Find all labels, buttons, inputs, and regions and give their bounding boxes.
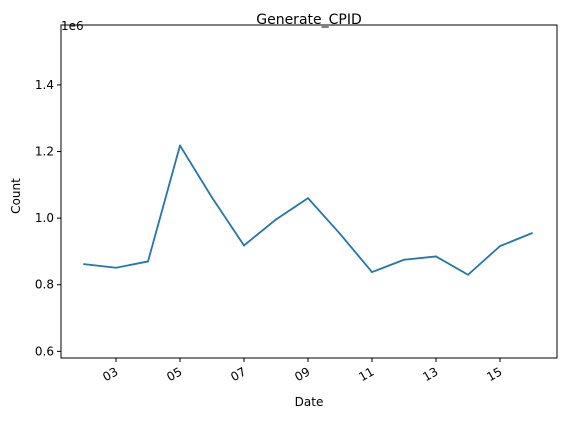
x-tick-label: 11 (356, 364, 376, 384)
data-point (179, 144, 181, 147)
y-tick-label: 0.6 (35, 344, 54, 358)
x-tick-label: 05 (164, 364, 184, 384)
data-point (531, 232, 533, 235)
y-tick-label: 1.0 (35, 211, 54, 225)
data-point (307, 197, 309, 200)
data-point (371, 271, 373, 273)
data-point (211, 196, 213, 199)
x-tick-label: 13 (420, 364, 440, 384)
data-point (403, 258, 405, 261)
x-axis-label: Date (295, 395, 324, 409)
data-point (147, 260, 149, 263)
data-point (339, 232, 341, 235)
y-tick-label: 1.2 (35, 145, 54, 159)
y-axis-offset-label: 1e6 (61, 19, 84, 33)
y-axis-label: Count (9, 178, 23, 214)
data-point (243, 244, 245, 247)
y-tick-label: 0.8 (35, 278, 54, 292)
series-line (83, 144, 533, 276)
data-point (467, 273, 469, 276)
x-tick-label: 09 (292, 364, 312, 384)
plot-frame (60, 24, 558, 359)
x-tick-label: 03 (100, 364, 120, 384)
plot-area: 0.6 0.8 1.0 1.2 1.4 03 05 07 09 11 13 15 (35, 78, 533, 384)
data-point (499, 245, 501, 248)
data-point (435, 255, 437, 258)
chart-title: Generate_CPID (256, 12, 362, 28)
data-point (275, 218, 277, 221)
data-point (115, 266, 117, 269)
y-tick-label: 1.4 (35, 78, 54, 92)
data-point (83, 263, 85, 265)
x-tick-label: 07 (228, 364, 248, 384)
x-tick-label: 15 (484, 364, 504, 384)
